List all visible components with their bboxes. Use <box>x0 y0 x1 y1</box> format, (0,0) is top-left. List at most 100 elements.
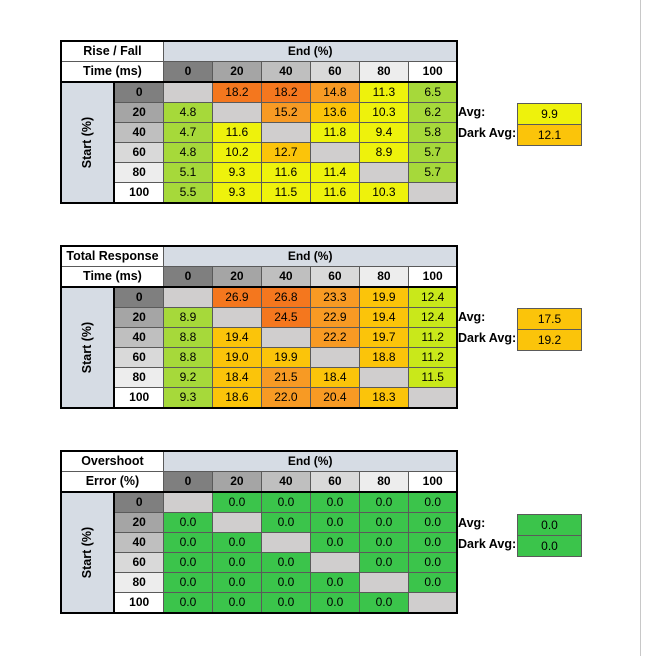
dark-avg-value: 19.2 <box>517 329 582 351</box>
table-cell: 9.4 <box>358 122 409 143</box>
row-header: 80 <box>113 367 164 388</box>
table-cell: 19.7 <box>358 327 409 348</box>
table-cell: 0.0 <box>407 491 459 513</box>
table-cell: 10.3 <box>358 182 409 204</box>
table-cell: 10.3 <box>358 102 409 123</box>
col-header: 60 <box>309 266 360 288</box>
table-cell: 0.0 <box>407 572 459 593</box>
table-cell: 23.3 <box>309 286 360 308</box>
col-header: 0 <box>162 266 213 288</box>
row-header: 0 <box>113 81 164 103</box>
total-response-grid: Total Response End (%) Time (ms) 0 20 40… <box>59 245 459 409</box>
dark-avg-value: 12.1 <box>517 124 582 146</box>
table-title-line2: Time (ms) <box>59 266 164 288</box>
table-cell: 15.2 <box>260 102 311 123</box>
dark-avg-label: Dark Avg: <box>458 537 517 551</box>
row-header: 80 <box>113 162 164 183</box>
col-header: 80 <box>358 471 409 493</box>
table-cell <box>162 491 213 513</box>
table-cell: 0.0 <box>260 572 311 593</box>
avg-value: 9.9 <box>517 103 582 125</box>
end-axis-label: End (%) <box>162 40 459 62</box>
start-axis-label: Start (%) <box>59 286 116 409</box>
table-cell: 24.5 <box>260 307 311 328</box>
col-header: 100 <box>407 266 459 288</box>
avg-value: 0.0 <box>517 514 582 536</box>
table-cell: 0.0 <box>260 552 311 573</box>
table-cell: 5.7 <box>407 162 459 183</box>
table-title-line2: Time (ms) <box>59 61 164 83</box>
table-cell <box>407 182 459 204</box>
table-cell: 18.2 <box>211 81 262 103</box>
table-cell: 8.9 <box>162 307 213 328</box>
table-cell: 8.8 <box>162 327 213 348</box>
row-header: 20 <box>113 307 164 328</box>
table-cell: 11.2 <box>407 347 459 368</box>
table-cell <box>309 142 360 163</box>
table-cell: 0.0 <box>260 491 311 513</box>
start-axis-text: Start (%) <box>80 116 95 169</box>
table-cell: 13.6 <box>309 102 360 123</box>
col-header: 100 <box>407 471 459 493</box>
table-cell: 12.4 <box>407 307 459 328</box>
table-cell: 12.4 <box>407 286 459 308</box>
table-cell: 0.0 <box>162 532 213 553</box>
table-cell: 0.0 <box>162 512 213 533</box>
avg-label: Avg: <box>458 516 486 530</box>
rise-fall-table: Rise / Fall End (%) Time (ms) 0 20 40 60… <box>59 40 459 204</box>
col-header: 20 <box>211 471 262 493</box>
table-cell <box>358 162 409 183</box>
table-cell: 11.6 <box>309 182 360 204</box>
table-cell: 0.0 <box>407 532 459 553</box>
table-cell: 11.8 <box>309 122 360 143</box>
table-cell: 0.0 <box>309 491 360 513</box>
table-cell: 5.8 <box>407 122 459 143</box>
table-cell: 5.7 <box>407 142 459 163</box>
row-header: 40 <box>113 122 164 143</box>
table-title-line2: Error (%) <box>59 471 164 493</box>
table-cell: 0.0 <box>211 491 262 513</box>
start-axis-label: Start (%) <box>59 491 116 614</box>
table-cell: 0.0 <box>211 592 262 614</box>
table-cell: 22.9 <box>309 307 360 328</box>
table-cell <box>407 387 459 409</box>
table-cell: 18.8 <box>358 347 409 368</box>
table-cell: 11.3 <box>358 81 409 103</box>
end-axis-label: End (%) <box>162 450 459 472</box>
row-header: 40 <box>113 327 164 348</box>
table-cell <box>211 512 262 533</box>
table-cell: 21.5 <box>260 367 311 388</box>
table-cell: 12.7 <box>260 142 311 163</box>
table-cell: 18.4 <box>309 367 360 388</box>
table-cell: 19.0 <box>211 347 262 368</box>
dark-avg-label: Dark Avg: <box>458 331 517 345</box>
rise-fall-grid: Rise / Fall End (%) Time (ms) 0 20 40 60… <box>59 40 459 204</box>
col-header: 80 <box>358 61 409 83</box>
table-cell: 0.0 <box>407 552 459 573</box>
table-cell: 26.9 <box>211 286 262 308</box>
table-cell: 18.2 <box>260 81 311 103</box>
table-cell: 4.8 <box>162 102 213 123</box>
col-header: 100 <box>407 61 459 83</box>
table-cell: 11.4 <box>309 162 360 183</box>
table-cell: 18.3 <box>358 387 409 409</box>
table-cell: 11.6 <box>260 162 311 183</box>
table-cell: 0.0 <box>260 512 311 533</box>
table-cell: 0.0 <box>211 532 262 553</box>
table-cell: 11.5 <box>407 367 459 388</box>
sheet-edge-line <box>640 0 641 656</box>
row-header: 20 <box>113 102 164 123</box>
table-cell: 14.8 <box>309 81 360 103</box>
table-cell: 19.9 <box>358 286 409 308</box>
row-header: 100 <box>113 592 164 614</box>
table-cell: 8.9 <box>358 142 409 163</box>
table-cell <box>211 307 262 328</box>
table-cell: 0.0 <box>211 552 262 573</box>
table-cell: 19.4 <box>358 307 409 328</box>
row-header: 60 <box>113 552 164 573</box>
table-cell <box>211 102 262 123</box>
col-header: 60 <box>309 61 360 83</box>
table-cell: 19.9 <box>260 347 311 368</box>
table-cell: 9.2 <box>162 367 213 388</box>
table-cell: 9.3 <box>211 162 262 183</box>
